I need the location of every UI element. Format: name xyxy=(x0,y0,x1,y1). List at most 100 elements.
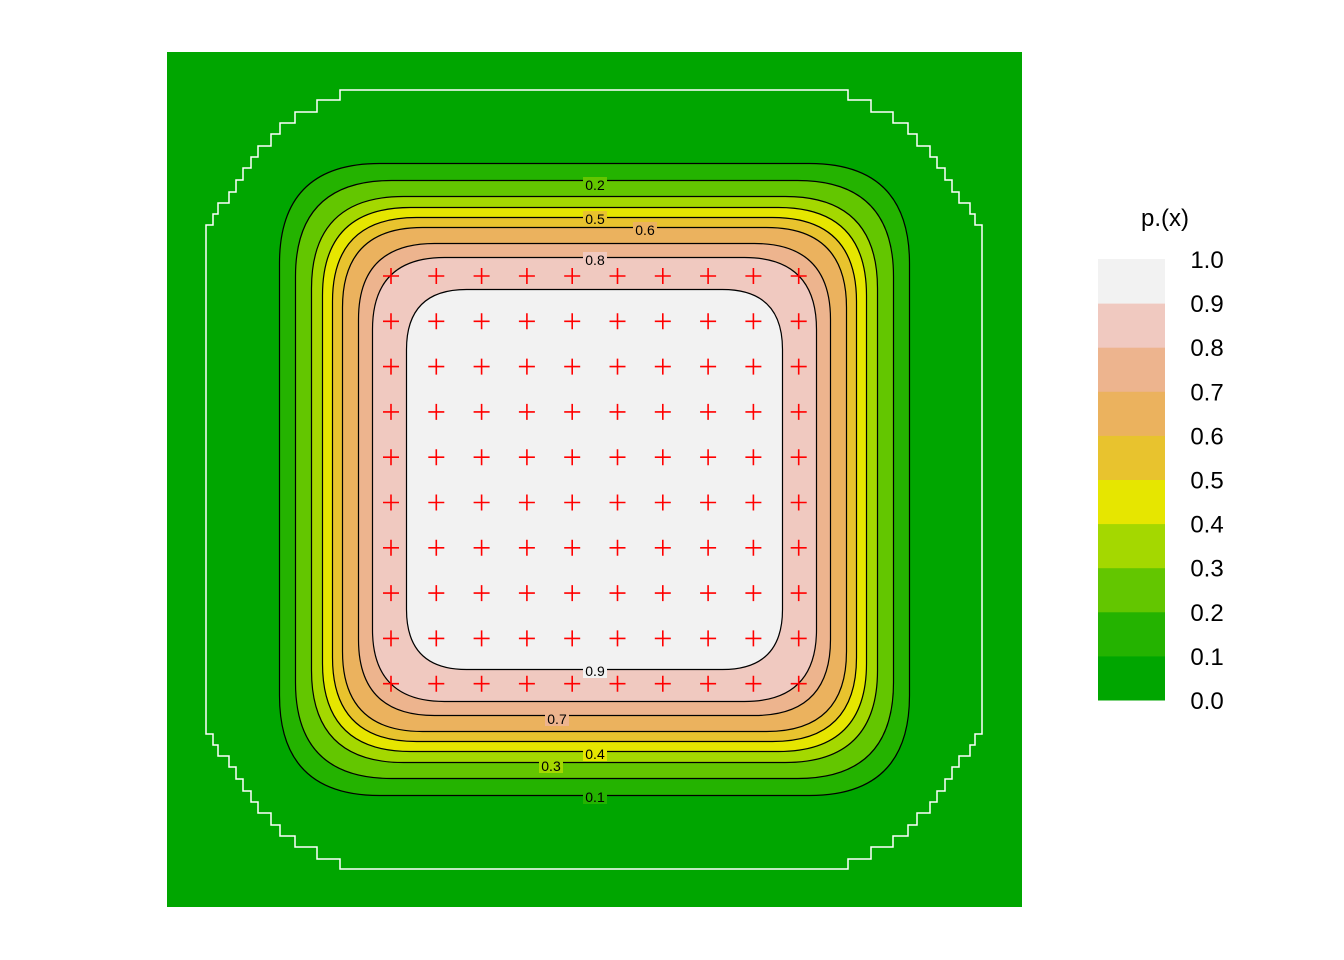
design-point xyxy=(745,675,762,692)
design-point xyxy=(473,585,490,602)
legend-swatch xyxy=(1098,259,1165,304)
contour-label-bg xyxy=(583,789,607,804)
design-point xyxy=(473,494,490,511)
legend-swatch xyxy=(1098,303,1165,348)
contour-label-bg xyxy=(633,222,657,237)
legend-tick-label: 0.5 xyxy=(1190,468,1223,495)
design-point xyxy=(700,539,717,556)
plot-panel: 0.2 0.5 0.6 0.8 0.9 0.7 0.4 0.3 0.1 xyxy=(167,52,1022,907)
design-point xyxy=(790,268,807,284)
design-point xyxy=(790,358,807,375)
design-point xyxy=(383,403,399,420)
design-point xyxy=(564,675,581,692)
design-point xyxy=(745,539,762,556)
legend-tick-label: 0.8 xyxy=(1190,335,1223,362)
design-point xyxy=(383,630,399,647)
legend: p.(x) 0.0 0.1 0.2 0.3 0.4 0.5 0.6 0.7 0.8 0.9 1.0 xyxy=(1098,205,1224,715)
design-point xyxy=(518,358,535,375)
design-point xyxy=(654,449,671,466)
design-point xyxy=(745,313,762,330)
design-point xyxy=(700,630,717,647)
design-point xyxy=(745,494,762,511)
design-point xyxy=(518,449,535,466)
design-point xyxy=(428,403,445,420)
contour-label-bg xyxy=(545,711,569,726)
design-point xyxy=(564,539,581,556)
design-point xyxy=(383,268,399,284)
legend-tick-label: 1.0 xyxy=(1190,247,1223,274)
legend-tick-label: 0.0 xyxy=(1190,688,1223,715)
design-point xyxy=(518,403,535,420)
legend-tick-label: 0.1 xyxy=(1190,644,1223,671)
design-point xyxy=(609,403,626,420)
design-point xyxy=(428,675,445,692)
contour-label-bg xyxy=(583,663,607,678)
design-point xyxy=(564,403,581,420)
contour-label: 0.9 xyxy=(585,663,605,679)
legend-tick-label: 0.4 xyxy=(1190,512,1223,539)
design-point xyxy=(654,630,671,647)
design-point xyxy=(700,675,717,692)
design-point xyxy=(700,494,717,511)
legend-swatch xyxy=(1098,347,1165,392)
contour-label-bg xyxy=(539,758,563,773)
design-point xyxy=(654,403,671,420)
design-point xyxy=(564,585,581,602)
design-point xyxy=(564,268,581,284)
design-point xyxy=(609,449,626,466)
design-point xyxy=(609,313,626,330)
design-point xyxy=(790,494,807,511)
design-point xyxy=(473,268,490,284)
design-point xyxy=(700,585,717,602)
design-point xyxy=(428,539,445,556)
design-point xyxy=(518,585,535,602)
legend-tick-label: 0.2 xyxy=(1190,600,1223,627)
design-point xyxy=(428,268,445,284)
contour-label: 0.2 xyxy=(585,177,605,193)
design-point xyxy=(700,268,717,284)
design-point xyxy=(790,675,807,692)
design-point xyxy=(700,449,717,466)
design-point xyxy=(745,449,762,466)
design-point xyxy=(745,585,762,602)
contour-label: 0.6 xyxy=(635,222,655,238)
design-point xyxy=(609,494,626,511)
design-point xyxy=(383,449,399,466)
legend-swatch xyxy=(1098,391,1165,436)
contour-label-bg xyxy=(583,177,607,192)
design-point xyxy=(790,539,807,556)
legend-swatch xyxy=(1098,435,1165,480)
design-point xyxy=(518,539,535,556)
legend-swatch xyxy=(1098,479,1165,525)
design-point xyxy=(383,494,399,511)
design-point xyxy=(609,358,626,375)
contour-label: 0.4 xyxy=(585,746,605,762)
design-point xyxy=(790,630,807,647)
design-point xyxy=(473,630,490,647)
design-point xyxy=(654,539,671,556)
design-point xyxy=(609,268,626,284)
legend-tick-label: 0.6 xyxy=(1190,423,1223,450)
design-point xyxy=(609,585,626,602)
design-point xyxy=(564,313,581,330)
legend-swatch xyxy=(1098,523,1165,569)
design-point xyxy=(428,630,445,647)
design-point xyxy=(790,449,807,466)
legend-swatch xyxy=(1098,567,1165,613)
design-point xyxy=(609,539,626,556)
design-point xyxy=(383,313,399,330)
design-point xyxy=(745,358,762,375)
contour-label: 0.7 xyxy=(547,711,567,727)
design-point xyxy=(654,313,671,330)
design-point xyxy=(564,630,581,647)
design-point xyxy=(745,268,762,284)
contour-label-bg xyxy=(583,746,607,761)
design-point xyxy=(428,313,445,330)
design-point xyxy=(609,675,626,692)
design-point xyxy=(383,675,399,692)
design-point xyxy=(745,630,762,647)
contour-label: 0.5 xyxy=(585,211,605,227)
design-point xyxy=(564,449,581,466)
design-point xyxy=(518,313,535,330)
